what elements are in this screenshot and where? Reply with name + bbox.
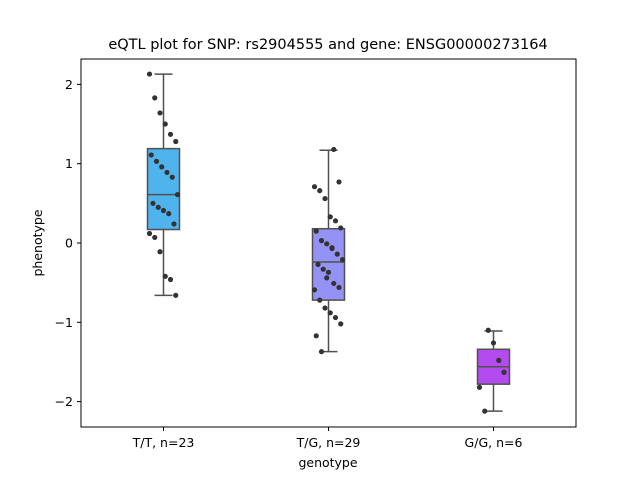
- x-tick-label: T/T, n=23: [132, 435, 195, 450]
- data-point: [336, 179, 342, 185]
- data-point: [148, 152, 154, 158]
- data-point: [164, 169, 170, 176]
- data-point: [327, 310, 333, 316]
- box-iqr: [146, 147, 181, 231]
- data-point: [490, 340, 497, 346]
- data-point: [159, 164, 165, 170]
- y-tick-label: −1: [55, 315, 73, 330]
- data-point: [174, 192, 181, 198]
- data-point: [153, 158, 160, 164]
- data-point: [331, 146, 337, 153]
- data-point: [173, 292, 179, 298]
- data-point: [334, 251, 340, 257]
- data-point: [482, 408, 488, 414]
- data-point: [169, 174, 175, 180]
- data-point: [152, 95, 158, 101]
- data-point: [171, 221, 177, 227]
- data-point: [496, 357, 502, 363]
- data-point: [329, 245, 335, 251]
- data-point: [157, 249, 163, 255]
- x-tick-label: G/G, n=6: [465, 435, 523, 450]
- data-point: [146, 230, 153, 237]
- boxes-layer: [146, 73, 511, 412]
- y-tick-label: 0: [65, 236, 73, 251]
- data-point: [311, 287, 318, 293]
- y-axis-ticks: −2 −1 0 1 2: [55, 77, 81, 409]
- data-point: [173, 138, 179, 145]
- data-point: [485, 327, 491, 333]
- data-point: [160, 207, 167, 214]
- data-point: [167, 131, 174, 137]
- x-axis-ticks: T/T, n=23 T/G, n=29 G/G, n=6: [132, 427, 523, 450]
- data-point: [339, 257, 346, 263]
- data-point: [501, 369, 507, 375]
- data-point: [336, 284, 342, 291]
- data-point: [476, 384, 483, 390]
- data-point: [327, 214, 333, 220]
- data-point: [317, 188, 323, 194]
- data-point: [325, 269, 332, 275]
- x-axis-label: genotype: [298, 455, 357, 470]
- box-group: [311, 149, 346, 353]
- data-point: [146, 71, 153, 77]
- y-tick-label: 1: [65, 156, 73, 171]
- data-point: [331, 280, 337, 287]
- data-point: [152, 234, 158, 241]
- data-point: [318, 349, 325, 355]
- data-point: [320, 266, 326, 272]
- data-point: [338, 321, 344, 327]
- data-point: [324, 275, 330, 281]
- data-point: [313, 228, 319, 234]
- chart-title: eQTL plot for SNP: rs2904555 and gene: E…: [108, 37, 547, 53]
- data-point: [324, 241, 330, 247]
- data-point: [338, 225, 344, 231]
- data-point: [167, 276, 174, 283]
- data-point: [322, 195, 328, 202]
- y-tick-label: −2: [55, 394, 73, 409]
- box-iqr: [311, 227, 346, 301]
- points-layer: [146, 71, 507, 414]
- data-point: [332, 218, 339, 224]
- data-point: [166, 211, 172, 217]
- data-point: [150, 200, 156, 206]
- data-point: [162, 121, 168, 127]
- data-point: [315, 261, 321, 268]
- data-point: [313, 333, 319, 339]
- data-point: [332, 314, 339, 321]
- data-point: [155, 204, 161, 210]
- data-point: [322, 305, 328, 311]
- box-group: [146, 73, 181, 297]
- y-tick-label: 2: [65, 77, 73, 92]
- data-point: [318, 238, 325, 244]
- data-point: [157, 110, 163, 116]
- y-axis-label: phenotype: [30, 209, 45, 276]
- data-point: [317, 297, 323, 303]
- data-point: [162, 273, 168, 279]
- box-group: [476, 330, 511, 412]
- x-tick-label: T/G, n=29: [296, 435, 361, 450]
- data-point: [311, 184, 318, 190]
